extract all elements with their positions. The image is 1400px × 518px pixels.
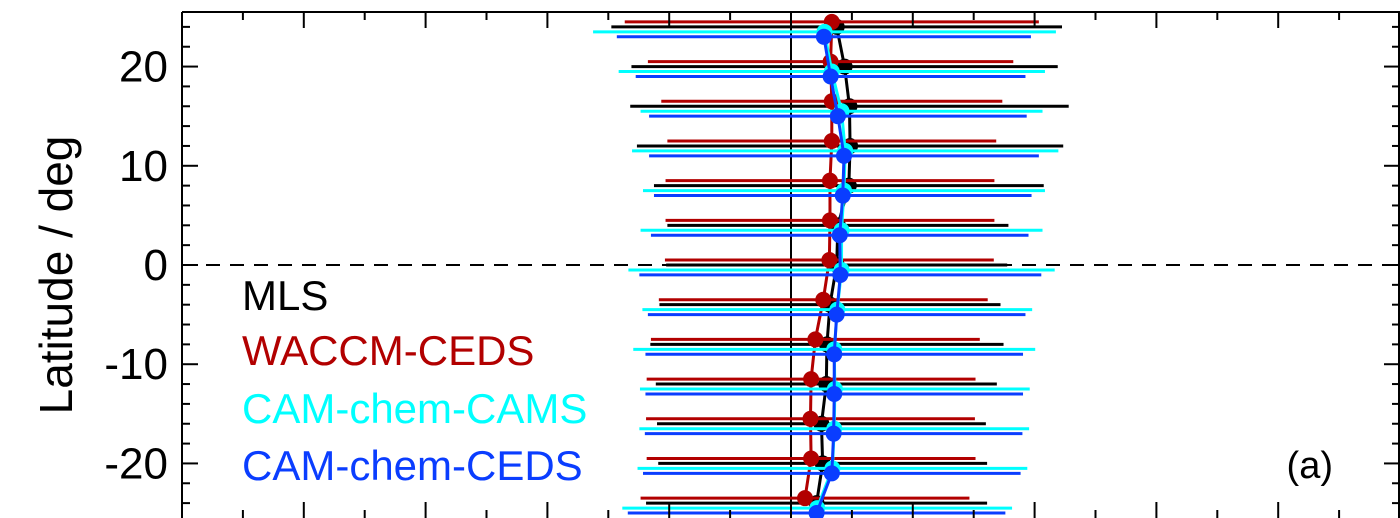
y-tick-label: 0: [144, 241, 168, 290]
legend: MLS WACCM-CEDS CAM-chem-CAMS CAM-chem-CEDS: [242, 272, 587, 489]
data-point: [821, 172, 838, 189]
data-point: [797, 490, 814, 507]
data-point: [829, 108, 846, 125]
data-point: [831, 227, 848, 244]
chart-text: Latitude / deg (a): [30, 136, 1333, 487]
panel-label: (a): [1287, 445, 1333, 487]
data-point: [803, 371, 820, 388]
series-waccm-ceds: [624, 13, 1039, 507]
data-point: [828, 306, 845, 323]
data-point: [834, 187, 851, 204]
y-tick-label: -10: [104, 340, 168, 389]
data-point: [807, 331, 824, 348]
data-point: [823, 465, 840, 482]
y-tick-label: 10: [119, 142, 168, 191]
data-point: [826, 346, 843, 363]
legend-entry-waccm-ceds: WACCM-CEDS: [242, 327, 534, 374]
y-tick-label: 20: [119, 43, 168, 92]
series-layer: [593, 13, 1069, 518]
data-point: [832, 266, 849, 283]
data-point: [815, 291, 832, 308]
series-cam-chem-ceds: [616, 28, 1042, 518]
data-point: [815, 28, 832, 45]
data-point: [825, 425, 842, 442]
data-point: [821, 212, 838, 229]
data-point: [808, 505, 825, 518]
axis-ticks: 20 10 0 -10 -20: [104, 12, 1400, 518]
data-point: [803, 450, 820, 467]
legend-entry-cam-chem-cams: CAM-chem-CAMS: [242, 385, 587, 432]
data-point: [822, 68, 839, 85]
data-point: [821, 252, 838, 269]
legend-entry-cam-chem-ceds: CAM-chem-CEDS: [242, 442, 583, 489]
y-axis-label: Latitude / deg: [30, 136, 82, 415]
data-point: [835, 147, 852, 164]
y-tick-label: -20: [104, 439, 168, 488]
data-point: [826, 385, 843, 402]
data-point: [802, 410, 819, 427]
data-point: [823, 132, 840, 149]
legend-entry-mls: MLS: [242, 272, 328, 319]
